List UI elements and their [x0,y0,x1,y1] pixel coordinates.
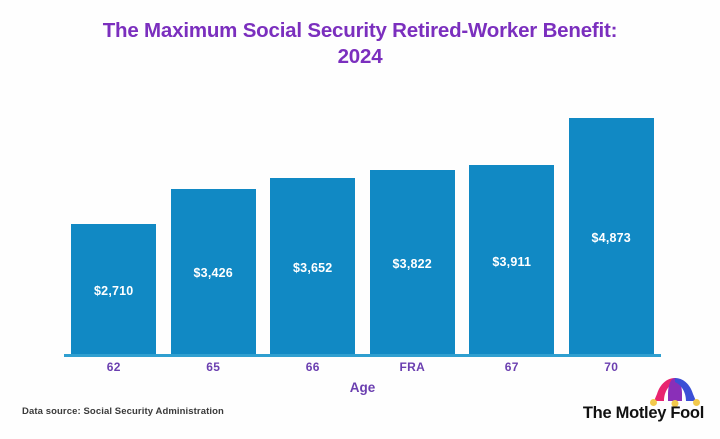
bar[interactable] [369,169,455,356]
bar[interactable] [270,177,356,356]
plot-area: $2,710 $3,426 $3,652 $3,822 $3,911 $4,873 [64,100,661,356]
bar[interactable] [71,223,157,356]
brand-wordmark: The Motley Fool [582,404,704,422]
bar[interactable] [568,118,654,356]
bar-group: $3,652 [270,100,356,356]
x-axis-title: Age [349,380,376,395]
x-tick-label: 70 [604,360,619,374]
bar-value-label: $3,822 [392,256,432,271]
bar-group: $4,873 [568,100,654,356]
x-axis-tick-labels: 62 65 66 FRA 67 70 [64,360,661,380]
x-tick-label: 62 [106,360,121,374]
chart-title-line-2: 2024 [337,45,383,68]
x-tick-label: 67 [504,360,519,374]
bar[interactable] [170,188,256,356]
bar-group: $2,710 [71,100,157,356]
chart-title: The Maximum Social Security Retired-Work… [40,18,680,70]
jester-hat-icon [650,378,700,407]
x-axis-line [64,354,661,357]
bar-value-label: $3,911 [492,254,532,269]
bar-group: $3,822 [369,100,455,356]
bar-value-label: $3,426 [193,266,233,281]
bar-value-label: $2,710 [94,283,134,298]
source-note: Data source: Social Security Administrat… [22,406,224,417]
bar-value-label: $3,652 [293,260,333,275]
bar-group: $3,426 [170,100,256,356]
chart-title-line-1: The Maximum Social Security Retired-Work… [102,19,618,42]
brand-logo: The Motley Fool [554,377,704,425]
x-tick-label: FRA [399,360,426,374]
x-tick-label: 65 [206,360,221,374]
x-tick-label: 66 [305,360,320,374]
bar[interactable] [469,165,555,356]
bar-group: $3,911 [469,100,555,356]
bar-value-label: $4,873 [591,231,631,246]
